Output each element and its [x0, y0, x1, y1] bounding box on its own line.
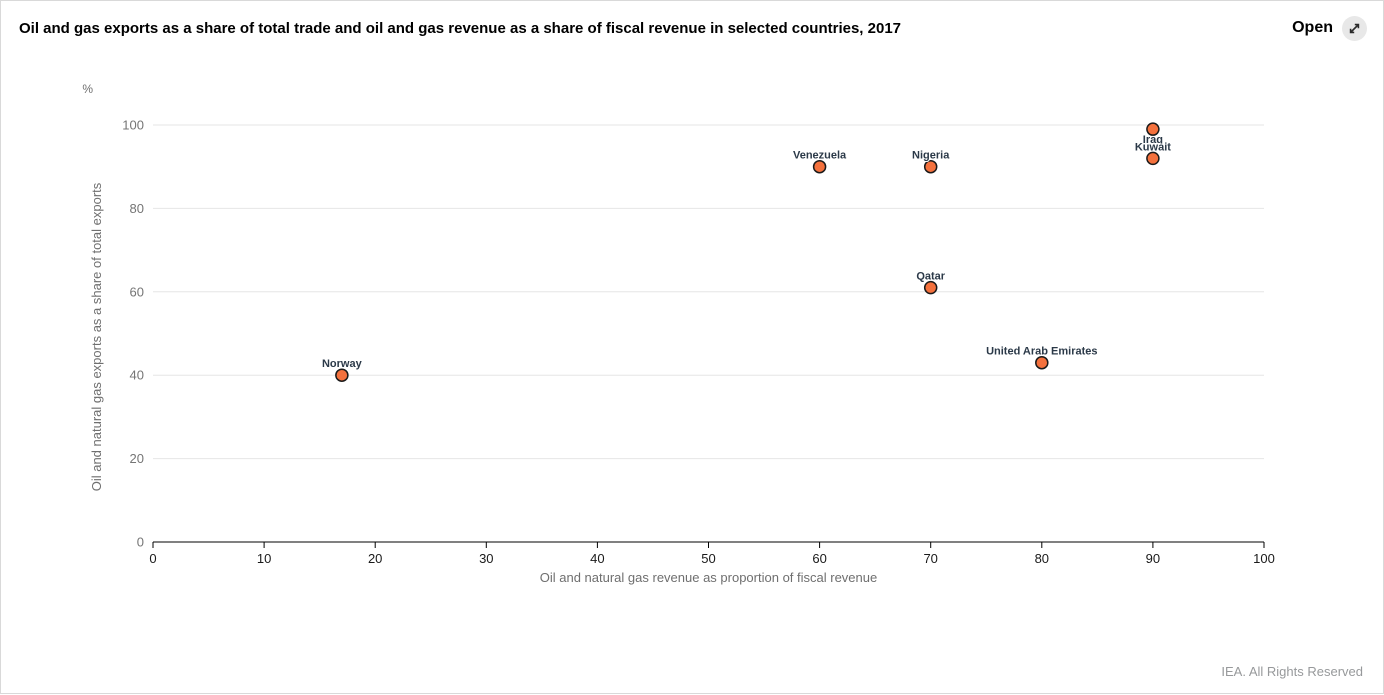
x-tick-label-60: 60 — [812, 551, 826, 566]
data-point-united-arab-emirates[interactable] — [1035, 355, 1049, 370]
x-tick-label-0: 0 — [149, 551, 156, 566]
open-button-label: Open — [1292, 19, 1333, 36]
x-tick-label-90: 90 — [1146, 551, 1160, 566]
x-tick-label-40: 40 — [590, 551, 604, 566]
expand-diagonal-icon[interactable] — [1342, 15, 1367, 41]
data-point-label-qatar: Qatar — [916, 271, 945, 283]
y-tick-label-80: 80 — [130, 201, 144, 216]
x-tick-label-50: 50 — [701, 551, 715, 566]
y-tick-label-100: 100 — [122, 118, 144, 133]
data-point-norway[interactable] — [335, 368, 349, 382]
x-tick-label-100: 100 — [1253, 551, 1275, 566]
x-tick-label-20: 20 — [368, 551, 382, 566]
data-point-label-united-arab-emirates: United Arab Emirates — [986, 346, 1097, 358]
data-point-nigeria[interactable] — [923, 159, 938, 174]
x-axis-title: Oil and natural gas revenue as proportio… — [540, 570, 877, 585]
y-axis-title: Oil and natural gas exports as a share o… — [89, 182, 104, 491]
data-point-label-venezuela: Venezuela — [793, 150, 847, 162]
data-point-qatar[interactable] — [923, 280, 938, 295]
y-tick-label-20: 20 — [130, 451, 144, 466]
data-point-label-nigeria: Nigeria — [912, 150, 950, 162]
data-point-iraq[interactable] — [1146, 122, 1160, 136]
y-tick-label-60: 60 — [130, 284, 144, 299]
data-point-label-kuwait: Kuwait — [1135, 141, 1171, 153]
open-button[interactable]: Open — [1292, 15, 1367, 41]
data-point-label-iraq: Iraq — [1143, 134, 1163, 146]
x-tick-label-70: 70 — [923, 551, 937, 566]
data-point-label-norway: Norway — [322, 358, 363, 370]
data-point-kuwait[interactable] — [1146, 151, 1160, 166]
copyright-notice: IEA. All Rights Reserved — [1221, 664, 1363, 679]
x-tick-label-10: 10 — [257, 551, 271, 566]
data-point-venezuela[interactable] — [812, 159, 827, 174]
x-tick-label-80: 80 — [1035, 551, 1049, 566]
y-axis-unit-label: % — [82, 82, 93, 96]
y-tick-label-0: 0 — [137, 535, 144, 550]
chart-title: Oil and gas exports as a share of total … — [19, 19, 902, 37]
x-tick-label-30: 30 — [479, 551, 493, 566]
y-tick-label-40: 40 — [130, 368, 144, 383]
chart-header: Oil and gas exports as a share of total … — [1, 1, 1383, 55]
